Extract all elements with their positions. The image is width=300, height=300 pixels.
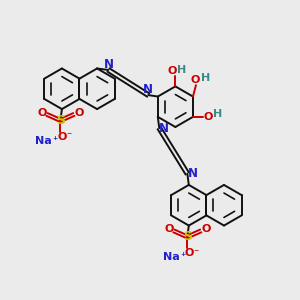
Text: ⁻: ⁻	[66, 131, 71, 141]
Text: ⁺: ⁺	[52, 136, 58, 146]
Text: O: O	[201, 224, 211, 234]
Text: O: O	[204, 112, 213, 122]
Text: ⁻: ⁻	[193, 248, 198, 258]
Text: O: O	[164, 224, 173, 234]
Text: H: H	[213, 109, 222, 119]
Text: O: O	[74, 108, 84, 118]
Text: H: H	[177, 65, 187, 75]
Text: O: O	[57, 132, 67, 142]
Text: S: S	[56, 114, 65, 127]
Text: O: O	[184, 248, 194, 258]
Text: N: N	[143, 83, 153, 97]
Text: Na: Na	[35, 136, 52, 146]
Text: N: N	[159, 122, 170, 135]
Text: O: O	[191, 75, 200, 85]
Text: N: N	[103, 58, 113, 71]
Text: ⁺: ⁺	[180, 252, 185, 262]
Text: S: S	[183, 230, 192, 243]
Text: O: O	[167, 66, 176, 76]
Text: H: H	[201, 73, 210, 83]
Text: O: O	[37, 108, 46, 118]
Text: N: N	[188, 167, 197, 180]
Text: Na: Na	[163, 252, 179, 262]
